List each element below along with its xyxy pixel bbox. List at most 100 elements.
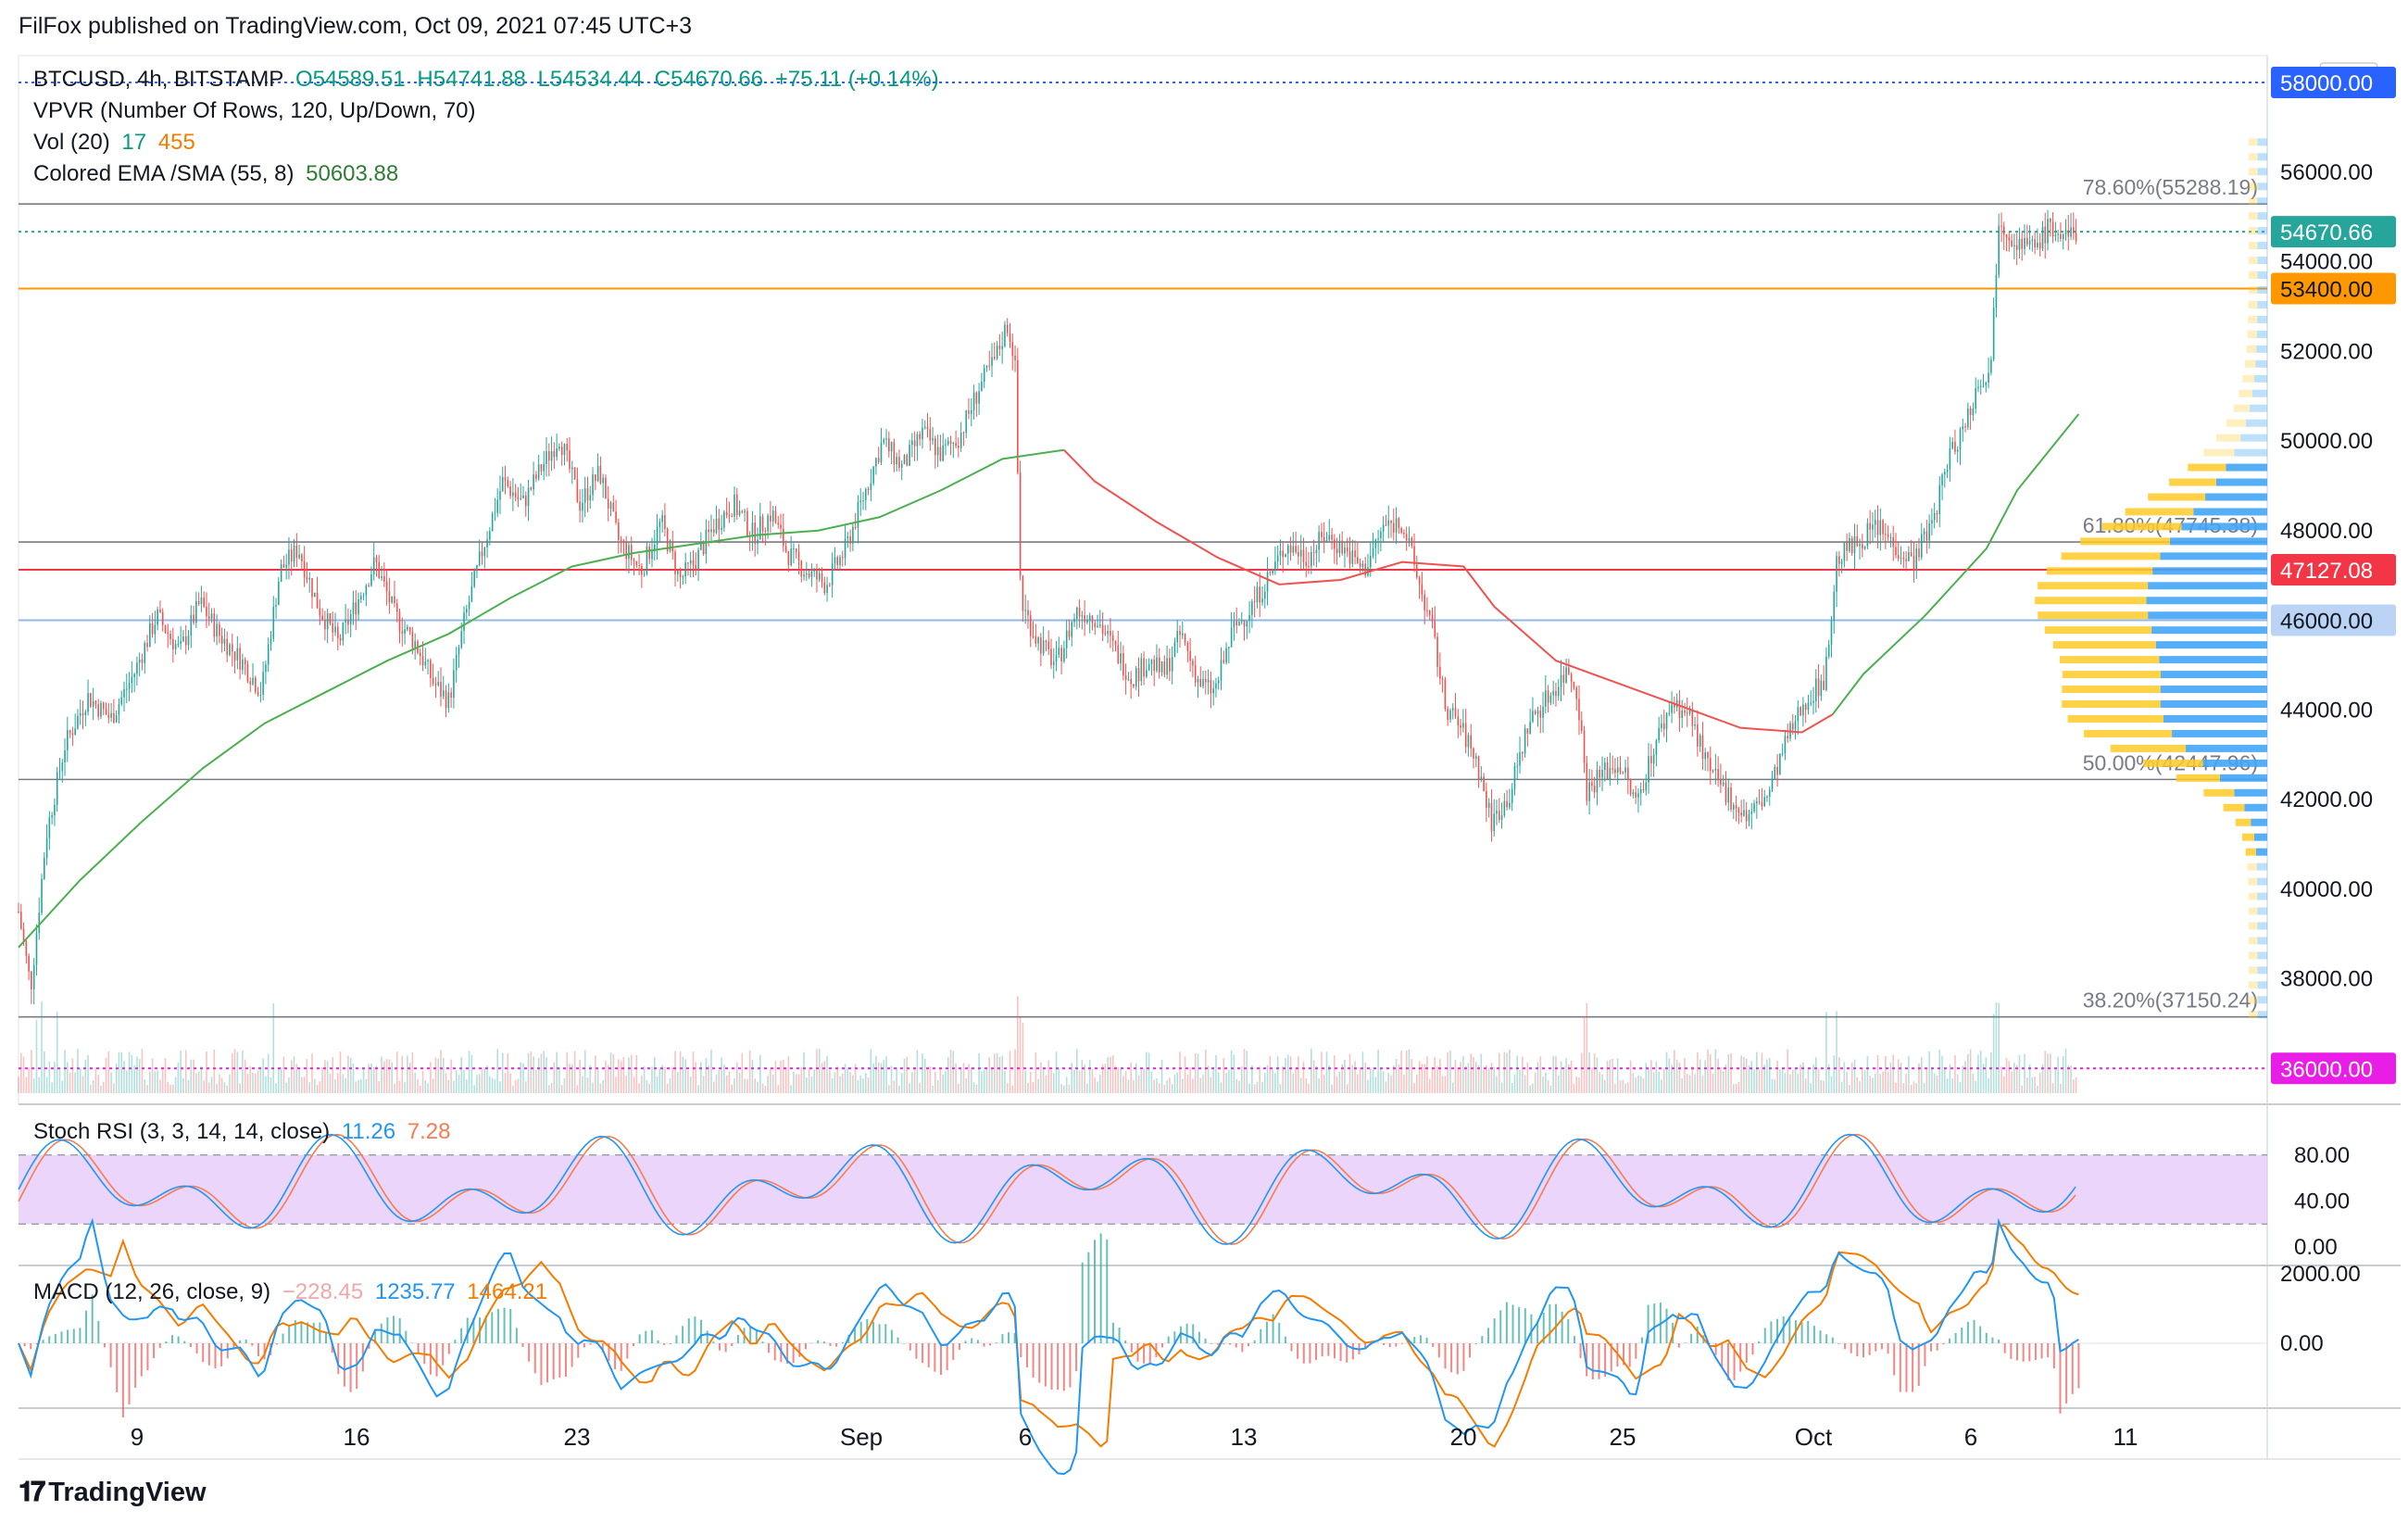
volume-bar (306, 1059, 308, 1093)
candle-body (1506, 800, 1508, 808)
candle-body (1603, 762, 1606, 771)
volume-bar (265, 1076, 267, 1093)
volume-bar (1539, 1056, 1542, 1093)
volume-bar (533, 1056, 534, 1093)
volume-bar (1413, 1083, 1415, 1093)
volume-bar (1671, 1064, 1673, 1093)
volume-bar (898, 1085, 900, 1093)
candle-body (1436, 636, 1438, 667)
candle-body (2070, 227, 2072, 237)
candle-body (2054, 234, 2057, 237)
vpvr-bar-down (2246, 345, 2257, 353)
volume-bar (2037, 1085, 2038, 1093)
volume-bar (161, 1066, 164, 1093)
volume-bar (1616, 1058, 1619, 1093)
stoch-rsi-legend[interactable]: Stoch RSI (3, 3, 14, 14, close) 11.26 7.… (33, 1119, 457, 1145)
volume-legend[interactable]: Vol (20) 17 455 (33, 130, 201, 156)
volume-bar (1143, 1068, 1145, 1093)
volume-bar (955, 1063, 957, 1093)
vpvr-legend[interactable]: VPVR (Number Of Rows, 120, Up/Down, 70) (33, 98, 482, 124)
vpvr-bar-up (2257, 907, 2267, 915)
time-tick-5: 13 (1231, 1423, 1258, 1451)
volume-bar (795, 1074, 797, 1093)
candle-body (151, 623, 154, 635)
macd-legend[interactable]: MACD (12, 26, close, 9) −228.45 1235.77 … (33, 1279, 553, 1305)
volume-bar (1075, 1049, 1078, 1093)
candle-body (669, 541, 671, 551)
macd-histogram-bar (669, 1343, 671, 1344)
candle-body (87, 693, 89, 712)
stoch-rsi-tick-2: 0.00 (2294, 1235, 2338, 1260)
price-tick-2: 54000.00 (2280, 250, 2373, 275)
macd-histogram-bar (275, 1343, 278, 1345)
macd-histogram-bar (1069, 1343, 1072, 1388)
candle-body (1900, 558, 1902, 560)
macd-histogram-bar (1776, 1318, 1779, 1343)
candle-body (1532, 711, 1534, 723)
candle-body (1513, 765, 1516, 789)
volume-bar (1509, 1050, 1511, 1093)
candle-body (1756, 801, 1758, 804)
macd-histogram-bar (1912, 1343, 1914, 1392)
candle-body (734, 494, 735, 517)
macd-histogram-bar (663, 1343, 666, 1345)
vpvr-bar-down (2038, 582, 2149, 590)
volume-bar (1321, 1051, 1323, 1093)
tradingview-brand[interactable]: ⁠𝟏𝟕 TradingView (19, 1478, 207, 1507)
main-pane-frame (18, 55, 2268, 1105)
volume-bar (2002, 1076, 2005, 1093)
candle-body (298, 554, 300, 559)
candle-body (437, 681, 440, 686)
volume-bar (324, 1060, 326, 1093)
candle-body (1274, 561, 1276, 570)
candle-body (831, 563, 834, 585)
volume-bar (1975, 1080, 1976, 1093)
candle-body (1606, 762, 1609, 779)
vpvr-bar-down (2248, 197, 2258, 206)
volume-bar (159, 1079, 161, 1093)
candle-body (1253, 601, 1256, 603)
macd-histogram-bar (626, 1343, 629, 1359)
candle-body (1542, 706, 1544, 718)
volume-bar (1686, 1074, 1688, 1093)
volume-bar (888, 1085, 890, 1093)
volume-bar (1684, 1058, 1686, 1093)
candle-body (981, 382, 983, 392)
volume-bar (1949, 1064, 1951, 1093)
candle-body (375, 557, 378, 563)
volume-bar (275, 1083, 277, 1093)
candle-body (1421, 584, 1423, 595)
volume-bar (1648, 1067, 1649, 1093)
candle-body (2031, 239, 2034, 241)
candle-body (1509, 802, 1511, 808)
candle-body (28, 955, 30, 972)
macd-histogram-bar (153, 1343, 156, 1359)
volume-bar (1707, 1049, 1709, 1093)
volume-bar (1312, 1060, 1315, 1093)
candle-body (2034, 239, 2036, 247)
macd-histogram-bar (239, 1340, 242, 1343)
candle-body (1111, 636, 1114, 641)
candle-body (916, 434, 919, 447)
vpvr-bar-down (2176, 774, 2220, 782)
macd-histogram-bar (1586, 1343, 1588, 1377)
symbol-name[interactable]: BTCUSD, 4h, BITSTAMP (33, 67, 284, 92)
ema-legend[interactable]: Colored EMA /SMA (55, 8) 50603.88 (33, 161, 404, 187)
volume-bar (746, 1078, 748, 1093)
macd-histogram-bar (183, 1340, 186, 1343)
volume-bar (1938, 1050, 1941, 1093)
volume-bar (563, 1077, 566, 1093)
volume-bar (372, 1066, 375, 1093)
volume-bar (813, 1069, 815, 1093)
vpvr-bar-up (2160, 686, 2267, 694)
vpvr-bar-down (2248, 227, 2258, 235)
macd-histogram-bar (897, 1337, 899, 1343)
candle-body (1173, 642, 1176, 658)
candle-body (94, 700, 97, 705)
volume-bar (56, 1012, 58, 1093)
volume-bar (1522, 1056, 1524, 1093)
candle-body (473, 571, 475, 586)
candle-body (1359, 563, 1361, 567)
candle-body (1398, 518, 1400, 528)
